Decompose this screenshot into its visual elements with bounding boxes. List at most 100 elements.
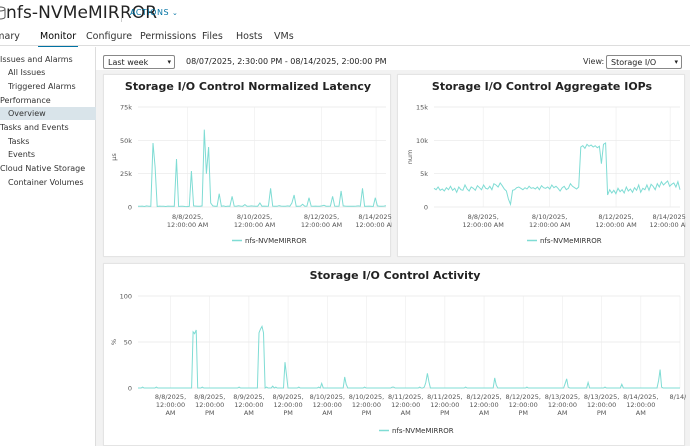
sidebar-item-label: Issues and Alarms [0,55,73,64]
x-tick-text: PM [283,409,293,417]
y-tick-label: 0 [128,385,132,393]
x-tick-text: PM [440,409,450,417]
sidebar-item-overview[interactable]: Overview [0,107,96,120]
x-tick-text: 12:00:00 [195,401,224,409]
sidebar-item-label: All Issues [8,68,46,77]
x-tick-text: 8/12/2025, [506,393,541,401]
sidebar-item-tasks[interactable]: Tasks [0,135,96,148]
time-period-select[interactable]: Last week ▾ [103,55,175,69]
chart-title: Storage I/O Control Activity [309,269,481,282]
tab-hosts[interactable]: Hosts [236,31,263,42]
x-tick-text: 8/8/2025, [155,393,186,401]
tab-permissions[interactable]: Permissions [140,31,197,42]
sidebar-item-label: Triggered Alarms [8,82,76,91]
x-tick-text: 8/14/2025, [358,213,392,221]
y-tick-label: 10k [416,137,428,145]
x-tick-text: 8/13/2025, [584,393,619,401]
iops-chart-panel: Storage I/O Control Aggregate IOPs 0 5k 10… [397,74,686,257]
x-tick-text: 12:00:00 [391,401,420,409]
sidebar-section-performance[interactable]: Performance [0,94,96,107]
x-tick-text: 8/11/2025, [388,393,423,401]
sidebar-section-cloud-native-storage[interactable]: Cloud Native Storage [0,162,96,175]
sidebar-item-label: Cloud Native Storage [0,164,86,173]
view-select[interactable]: Storage I/O ▾ [606,55,682,69]
sidebar-section-issues[interactable]: Issues and Alarms [0,53,96,66]
x-tick-text: AM [479,409,489,417]
x-tick-text: AM [244,409,254,417]
x-tick-text: PM [597,409,607,417]
x-tick-label: 8/10/2025,12:00:00 AM [529,213,570,229]
sidebar-item-container-volumes[interactable]: Container Volumes [0,176,96,189]
x-tick-label: 8/8/2025,12:00:00 AM [463,213,504,229]
x-tick-text: PM [518,409,528,417]
chevron-down-icon: ▾ [167,58,171,66]
x-tick-text: 12:00:00 [509,401,538,409]
x-tick-text: AM [165,409,175,417]
sidebar-item-label: Events [8,150,36,159]
x-tick-label: 8/10/2025,12:00:00 AM [234,213,275,229]
x-tick-label: 8/14/2 [670,393,686,401]
y-axis-label: % [110,339,118,345]
tab-summary[interactable]: mmary [0,31,20,42]
tab-configure[interactable]: Configure [86,31,133,42]
legend-label: nfs-NVMeMIRROR [392,427,454,435]
x-tick-label: 8/12/2025,12:00:00 AM [301,213,342,229]
x-tick-text: 8/8/2025, [172,213,203,221]
actions-menu-button[interactable]: ACTIONS ⌄ [130,8,178,17]
y-tick-label: 25k [120,170,132,178]
activity-chart: 050100%8/8/2025,12:00:00AM8/8/2025,12:00… [110,293,686,436]
x-tick-text: 12:00:00 AM [301,221,342,229]
x-tick-text: 8/9/2025, [233,393,264,401]
x-tick-text: AM [636,409,646,417]
sidebar-item-triggered-alarms[interactable]: Triggered Alarms [0,80,96,93]
y-tick-label: 0 [128,204,132,212]
y-axis-label: num [406,150,414,165]
x-tick-label: 8/12/2025,12:00:00 AM [595,213,636,229]
y-tick-label: 50k [120,137,132,145]
time-period-value: Last week [108,58,149,67]
y-tick-label: 0 [424,204,428,212]
tab-files[interactable]: Files [202,31,223,42]
x-tick-text: 8/10/2025, [532,213,567,221]
x-tick-text: 12:00:00 AM [529,221,570,229]
x-tick-text: AM [401,409,411,417]
legend-label: nfs-NVMeMIRROR [245,237,307,245]
x-tick-text: 8/14/2025, [652,213,686,221]
x-tick-text: AM [557,409,567,417]
sidebar-item-all-issues[interactable]: All Issues [0,66,96,79]
sidebar-section-tasks-events[interactable]: Tasks and Events [0,121,96,134]
sidebar-item-events[interactable]: Events [0,148,96,161]
x-tick-text: 12:00:00 AM [649,221,686,229]
tab-monitor[interactable]: Monitor [37,31,79,48]
tab-vms[interactable]: VMs [274,31,294,42]
x-tick-text: 8/14/2025, [623,393,658,401]
sidebar-item-label: Tasks and Events [0,123,69,132]
x-tick-text: 8/10/2025, [349,393,384,401]
x-tick-text: 12:00:00 [273,401,302,409]
legend-label: nfs-NVMeMIRROR [540,237,602,245]
chevron-down-icon: ▾ [674,58,678,66]
view-label: View: [583,57,605,66]
page-title: nfs-NVMeMIRROR [6,3,158,23]
y-tick-label: 100 [120,293,132,301]
latency-chart-panel: Storage I/O Control Normalized Latency 0… [103,74,392,257]
x-tick-text: 12:00:00 AM [463,221,504,229]
x-tick-text: 8/12/2025, [304,213,339,221]
sidebar-item-label: Tasks [8,137,30,146]
y-tick-label: 15k [416,104,428,112]
x-tick-text: PM [362,409,372,417]
